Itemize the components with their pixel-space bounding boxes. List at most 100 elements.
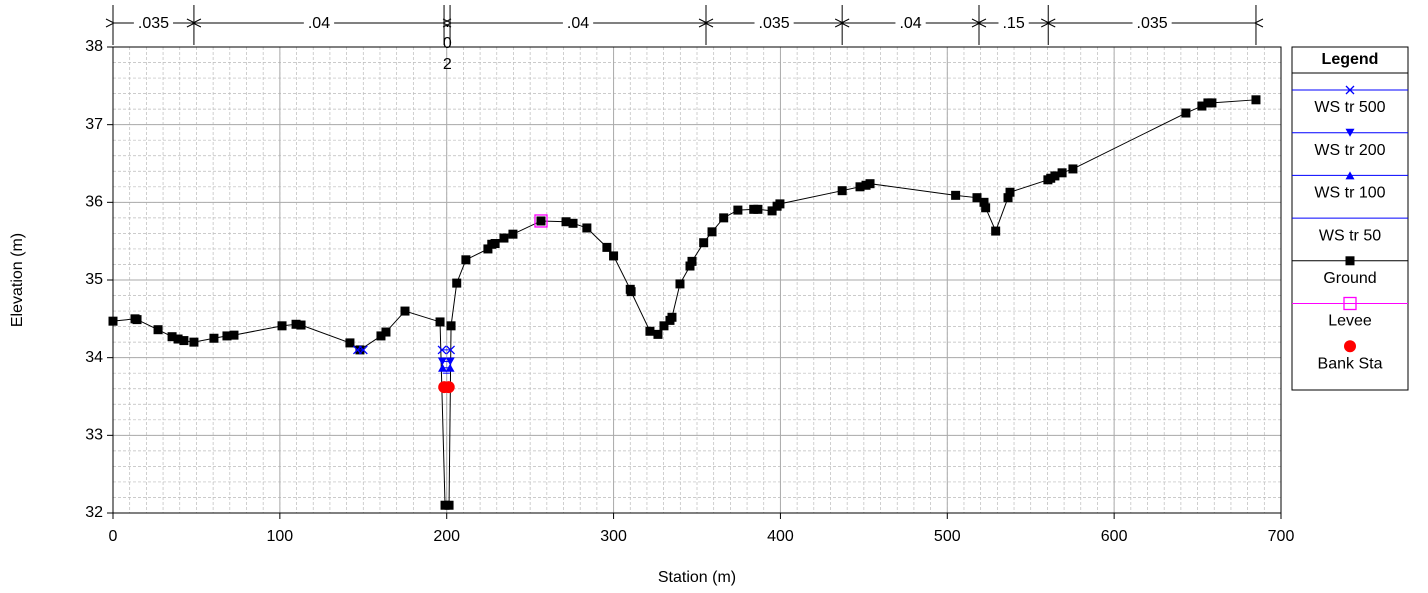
y-tick-label: 32 [85, 504, 103, 521]
point [951, 190, 961, 200]
point [659, 321, 669, 331]
legend-label: WS tr 200 [1314, 142, 1385, 159]
point [173, 334, 183, 344]
point [602, 242, 612, 252]
point [437, 345, 447, 355]
x-tick-label: 500 [934, 528, 961, 545]
point [499, 233, 509, 243]
legend-label: Ground [1323, 270, 1376, 287]
point [534, 214, 548, 228]
legend-symbol [1343, 296, 1357, 311]
point [376, 331, 386, 341]
series-line [112, 99, 1257, 506]
point [445, 363, 455, 372]
point [667, 312, 677, 322]
x-tick-label: 400 [767, 528, 794, 545]
point [561, 217, 571, 227]
point [855, 182, 865, 192]
legend-symbol [1345, 85, 1355, 95]
point [291, 319, 301, 329]
y-axis-label: Elevation (m) [9, 233, 26, 327]
n-label: .02 [439, 14, 456, 77]
point [972, 193, 982, 203]
legend-label: WS tr 100 [1314, 185, 1385, 202]
point [446, 345, 456, 355]
point [490, 238, 500, 248]
point [1003, 193, 1013, 203]
x-tick-label: 700 [1268, 528, 1295, 545]
grid [112, 46, 1282, 514]
point [167, 332, 177, 342]
point [444, 500, 454, 510]
point [296, 320, 306, 330]
point [445, 357, 455, 366]
legend-label: WS tr 50 [1319, 227, 1381, 244]
n-label: .04 [308, 15, 330, 32]
x-axis-label: Station (m) [658, 569, 736, 586]
point [179, 336, 189, 346]
point [461, 255, 471, 265]
x-tick-label: 0 [109, 528, 118, 545]
y-tick-label: 34 [85, 349, 103, 366]
y-tick-label: 35 [85, 271, 103, 288]
point [277, 321, 287, 331]
point [653, 329, 663, 339]
legend-symbol [1345, 128, 1355, 137]
point [400, 306, 410, 316]
n-label: .035 [759, 15, 790, 32]
legend-title: Legend [1322, 51, 1379, 68]
point [707, 227, 717, 237]
x-tick-label: 300 [600, 528, 627, 545]
point [687, 256, 697, 266]
point [483, 244, 493, 254]
point [991, 226, 1001, 236]
point [442, 381, 455, 394]
point [626, 287, 636, 297]
point [1197, 101, 1207, 111]
point [1207, 98, 1217, 108]
n-label: .04 [899, 15, 921, 32]
legend-label: Levee [1328, 313, 1372, 330]
point [1068, 164, 1078, 174]
point [733, 205, 743, 215]
point [132, 315, 142, 325]
y-tick-label: 36 [85, 194, 103, 211]
legend-symbol [1345, 256, 1355, 266]
n-label: .035 [1137, 15, 1168, 32]
point [229, 330, 239, 340]
n-label: .15 [1002, 15, 1024, 32]
point [508, 229, 518, 239]
point [865, 179, 875, 189]
point [222, 331, 232, 341]
n-label: .04 [567, 15, 589, 32]
point [1050, 171, 1060, 181]
x-tick-label: 100 [267, 528, 294, 545]
point [767, 206, 777, 216]
n-label: .035 [138, 15, 169, 32]
y-tick-label: 38 [85, 38, 103, 55]
x-tick-label: 200 [433, 528, 460, 545]
point [719, 213, 729, 223]
point [1005, 187, 1015, 197]
point [582, 223, 592, 233]
point [753, 204, 763, 214]
point [452, 278, 462, 288]
legend-symbol [1345, 171, 1355, 180]
point [699, 238, 709, 248]
point [358, 345, 368, 355]
point [209, 333, 219, 343]
point [108, 316, 118, 326]
point [189, 337, 199, 347]
y-tick-label: 33 [85, 427, 103, 444]
point [446, 321, 456, 331]
point [775, 199, 785, 209]
point [645, 326, 655, 336]
point [153, 325, 163, 335]
point [837, 186, 847, 196]
point [609, 251, 619, 261]
point [381, 327, 391, 337]
point [437, 357, 447, 366]
y-tick-label: 37 [85, 116, 103, 133]
point [568, 218, 578, 228]
